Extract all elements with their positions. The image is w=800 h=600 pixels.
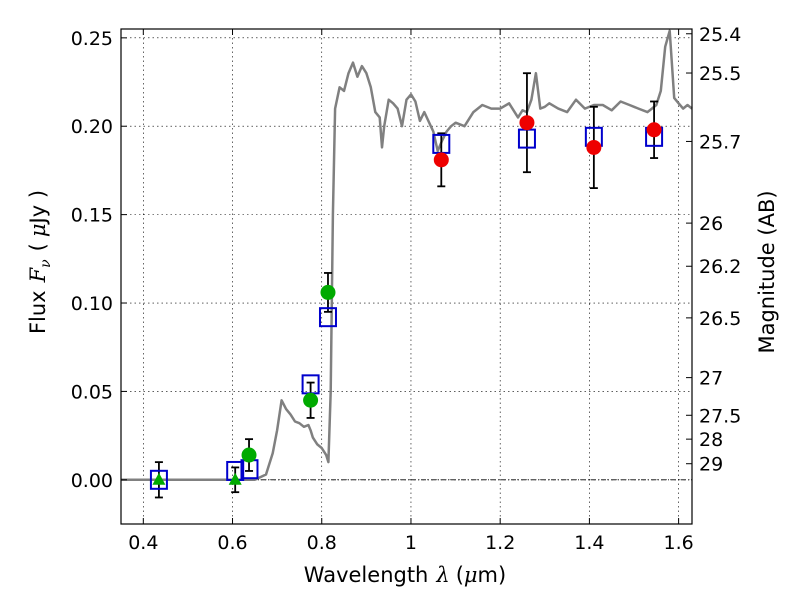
y2-tick-label: 27.5 [699, 405, 741, 427]
y-tick-label: 0.20 [71, 116, 113, 138]
x-tick-label: 1 [405, 532, 417, 554]
y-tick-label: 0.00 [71, 470, 113, 492]
y-tick-label: 0.05 [71, 381, 113, 403]
y-tick-label: 0.25 [71, 28, 113, 50]
upper-limit-triangle [152, 472, 166, 485]
y2-axis-title: Magnitude (AB) [755, 190, 779, 353]
y-tick-label: 0.15 [71, 205, 113, 227]
y2-tick-label: 25.4 [699, 24, 741, 46]
y2-tick-label: 28 [699, 429, 723, 451]
model-spectrum-line [121, 29, 693, 482]
axis-ticks [121, 29, 692, 524]
x-tick-label: 0.4 [128, 532, 158, 554]
photometry-point [646, 122, 662, 138]
y2-tick-label: 25.5 [699, 63, 741, 85]
x-tick-label: 1.2 [485, 532, 515, 554]
y2-tick-label: 26.5 [699, 308, 741, 330]
y2-tick-label: 27 [699, 368, 723, 390]
photometry-point [586, 139, 602, 155]
x-tick-label: 1.4 [574, 532, 604, 554]
y2-tick-label: 25.7 [699, 131, 741, 153]
y-tick-label: 0.10 [71, 293, 113, 315]
grid [121, 29, 692, 524]
photometry-point [519, 115, 535, 131]
y2-tick-label: 29 [699, 454, 723, 476]
photometry-point [433, 152, 449, 168]
x-axis-title: Wavelength λ (μm) [304, 563, 506, 587]
tick-labels: 0.4 0.6 0.8 1 1.2 1.4 1.6 0.00 0.05 0.10 0.15 0.20 0… [71, 24, 742, 554]
x-tick-label: 0.6 [217, 532, 247, 554]
x-tick-label: 1.6 [664, 532, 694, 554]
model-photometry-square [318, 307, 337, 328]
photometry-point [241, 447, 257, 463]
model-photometry-square [149, 469, 168, 490]
photometry-point [320, 284, 336, 300]
data-layer [121, 29, 693, 499]
y2-tick-label: 26 [699, 213, 723, 235]
photometry-point [303, 392, 319, 408]
y2-tick-label: 26.2 [699, 256, 741, 278]
y-axis-title: FluxFν(μJy ) [26, 190, 54, 334]
x-tick-label: 0.8 [307, 532, 337, 554]
upper-limit-triangle [228, 472, 242, 485]
plot-frame [120, 28, 693, 525]
